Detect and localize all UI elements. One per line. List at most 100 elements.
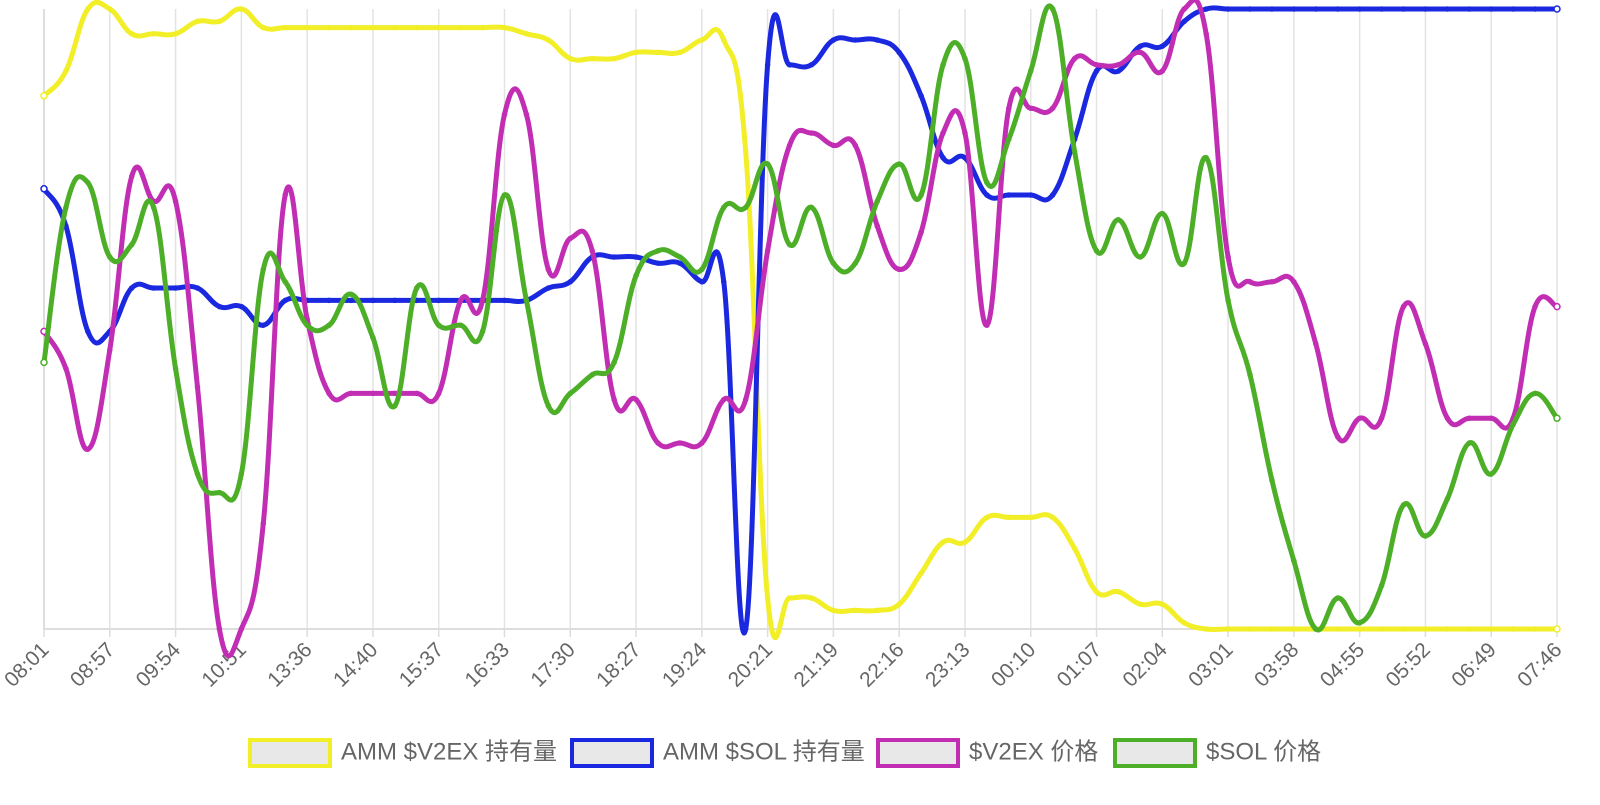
data-point bbox=[764, 161, 771, 167]
data-point bbox=[874, 223, 880, 229]
data-point bbox=[40, 358, 48, 367]
data-point bbox=[808, 130, 815, 136]
data-point bbox=[1027, 105, 1034, 111]
data-point bbox=[479, 297, 486, 304]
data-point bbox=[1400, 626, 1407, 632]
data-point bbox=[1532, 626, 1538, 632]
data-point bbox=[1203, 626, 1209, 632]
legend-swatch bbox=[570, 738, 654, 768]
data-point bbox=[1313, 341, 1319, 347]
data-point bbox=[282, 297, 288, 304]
data-point bbox=[260, 322, 267, 328]
data-point bbox=[918, 93, 924, 99]
data-point bbox=[1071, 55, 1078, 62]
data-point bbox=[940, 539, 946, 545]
data-point bbox=[1466, 6, 1473, 12]
data-point bbox=[1488, 415, 1494, 421]
data-point bbox=[1093, 68, 1100, 74]
x-tick-label: 08:57 bbox=[66, 638, 119, 691]
data-point bbox=[721, 396, 727, 403]
legend-label: $SOL 价格 bbox=[1206, 738, 1321, 765]
data-point bbox=[326, 297, 332, 304]
data-point bbox=[611, 55, 617, 62]
data-point bbox=[150, 204, 157, 211]
data-point bbox=[304, 322, 310, 328]
data-point bbox=[1027, 192, 1034, 198]
data-point bbox=[282, 279, 288, 285]
data-point bbox=[567, 55, 574, 62]
data-point bbox=[414, 390, 420, 397]
data-point bbox=[786, 595, 793, 601]
data-point bbox=[677, 440, 683, 446]
data-point bbox=[40, 92, 48, 100]
data-point bbox=[392, 403, 398, 409]
x-tick-label: 08:01 bbox=[0, 638, 53, 691]
data-point bbox=[1356, 6, 1363, 12]
legend-label: AMM $SOL 持有量 bbox=[663, 738, 865, 765]
data-point bbox=[1553, 302, 1561, 311]
data-point bbox=[172, 31, 179, 37]
data-point bbox=[172, 365, 179, 372]
data-point bbox=[282, 192, 288, 198]
data-point bbox=[1159, 601, 1166, 607]
data-point bbox=[1334, 595, 1341, 601]
data-point bbox=[1334, 6, 1341, 12]
data-point bbox=[1269, 6, 1275, 12]
data-point bbox=[896, 161, 902, 167]
x-tick-label: 15:37 bbox=[395, 638, 448, 691]
data-point bbox=[1378, 582, 1385, 589]
data-point bbox=[1378, 415, 1385, 421]
data-point bbox=[128, 285, 135, 291]
x-tick-label: 18:27 bbox=[592, 638, 645, 691]
data-point bbox=[194, 285, 201, 291]
data-point bbox=[940, 130, 946, 136]
x-tick-label: 21:19 bbox=[789, 638, 842, 691]
data-point bbox=[1488, 471, 1494, 477]
data-point bbox=[1510, 421, 1516, 428]
data-point bbox=[721, 204, 727, 211]
data-point bbox=[1181, 18, 1187, 25]
data-point bbox=[1400, 6, 1407, 12]
data-point bbox=[808, 204, 815, 211]
data-point bbox=[326, 24, 332, 31]
data-point bbox=[435, 322, 442, 328]
data-point bbox=[260, 520, 267, 527]
data-point bbox=[1510, 6, 1516, 12]
data-point bbox=[984, 179, 990, 186]
data-point bbox=[414, 285, 420, 291]
data-point bbox=[1356, 626, 1363, 632]
x-tick-label: 02:04 bbox=[1118, 638, 1172, 692]
data-point bbox=[1422, 626, 1429, 632]
data-point bbox=[764, 595, 771, 601]
data-point bbox=[260, 24, 267, 31]
data-point bbox=[85, 446, 91, 452]
x-tick-label: 07:46 bbox=[1513, 638, 1566, 691]
data-point bbox=[1553, 5, 1561, 13]
data-point bbox=[150, 31, 157, 37]
data-point bbox=[742, 148, 749, 155]
data-point bbox=[721, 279, 727, 285]
data-point bbox=[326, 322, 332, 328]
data-point bbox=[216, 18, 223, 25]
data-point bbox=[63, 68, 69, 74]
data-point bbox=[1225, 254, 1231, 260]
x-tick-label: 04:55 bbox=[1316, 638, 1369, 691]
x-tick-label: 01:07 bbox=[1053, 638, 1106, 691]
data-point bbox=[1553, 414, 1561, 422]
data-point bbox=[962, 55, 968, 62]
x-tick-label: 23:13 bbox=[921, 638, 974, 691]
data-point bbox=[852, 37, 859, 43]
data-point bbox=[1291, 279, 1297, 285]
data-point bbox=[896, 601, 902, 607]
data-point bbox=[523, 31, 530, 37]
data-point bbox=[567, 279, 574, 285]
data-point bbox=[1444, 496, 1451, 502]
data-point bbox=[1553, 625, 1561, 633]
data-point bbox=[808, 595, 815, 601]
data-point bbox=[1225, 297, 1231, 304]
data-point bbox=[589, 55, 595, 62]
data-point bbox=[435, 297, 442, 304]
data-point bbox=[501, 297, 508, 304]
series-line bbox=[41, 3, 1560, 633]
series-line bbox=[41, 0, 1559, 659]
